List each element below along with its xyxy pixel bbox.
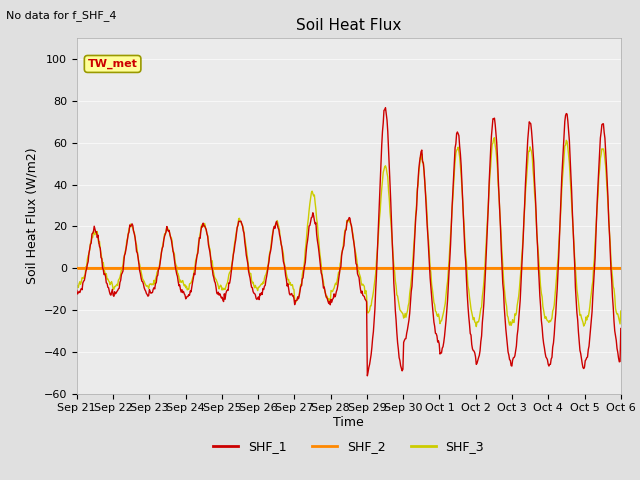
Line: SHF_3: SHF_3 — [77, 138, 621, 326]
SHF_3 — [472, 324, 480, 329]
SHF_1 — [617, 325, 625, 331]
SHF_3 — [415, 169, 422, 175]
SHF_3 — [431, 302, 438, 308]
SHF_3 — [223, 281, 230, 287]
SHF_1 — [417, 154, 424, 159]
SHF_2 — [415, 265, 422, 271]
Y-axis label: Soil Heat Flux (W/m2): Soil Heat Flux (W/m2) — [25, 148, 38, 284]
Line: SHF_1: SHF_1 — [77, 108, 621, 376]
Legend: SHF_1, SHF_2, SHF_3: SHF_1, SHF_2, SHF_3 — [209, 435, 489, 458]
SHF_1 — [73, 288, 81, 293]
SHF_1 — [433, 331, 440, 336]
SHF_3 — [194, 247, 202, 253]
SHF_2 — [223, 265, 230, 271]
SHF_1 — [139, 279, 147, 285]
SHF_2 — [431, 265, 438, 271]
SHF_3 — [83, 263, 90, 269]
SHF_2 — [194, 265, 202, 271]
SHF_2 — [73, 265, 81, 271]
SHF_1 — [83, 266, 90, 272]
SHF_1 — [381, 105, 389, 110]
SHF_1 — [364, 373, 371, 379]
SHF_3 — [617, 308, 625, 314]
SHF_2 — [83, 265, 90, 271]
Text: No data for f_SHF_4: No data for f_SHF_4 — [6, 10, 117, 21]
SHF_2 — [617, 265, 625, 271]
SHF_1 — [223, 288, 230, 294]
SHF_2 — [139, 265, 147, 271]
SHF_1 — [194, 250, 202, 256]
X-axis label: Time: Time — [333, 416, 364, 429]
Text: TW_met: TW_met — [88, 59, 138, 69]
SHF_3 — [73, 285, 81, 291]
Title: Soil Heat Flux: Soil Heat Flux — [296, 18, 401, 33]
SHF_3 — [139, 276, 147, 282]
SHF_3 — [491, 135, 499, 141]
